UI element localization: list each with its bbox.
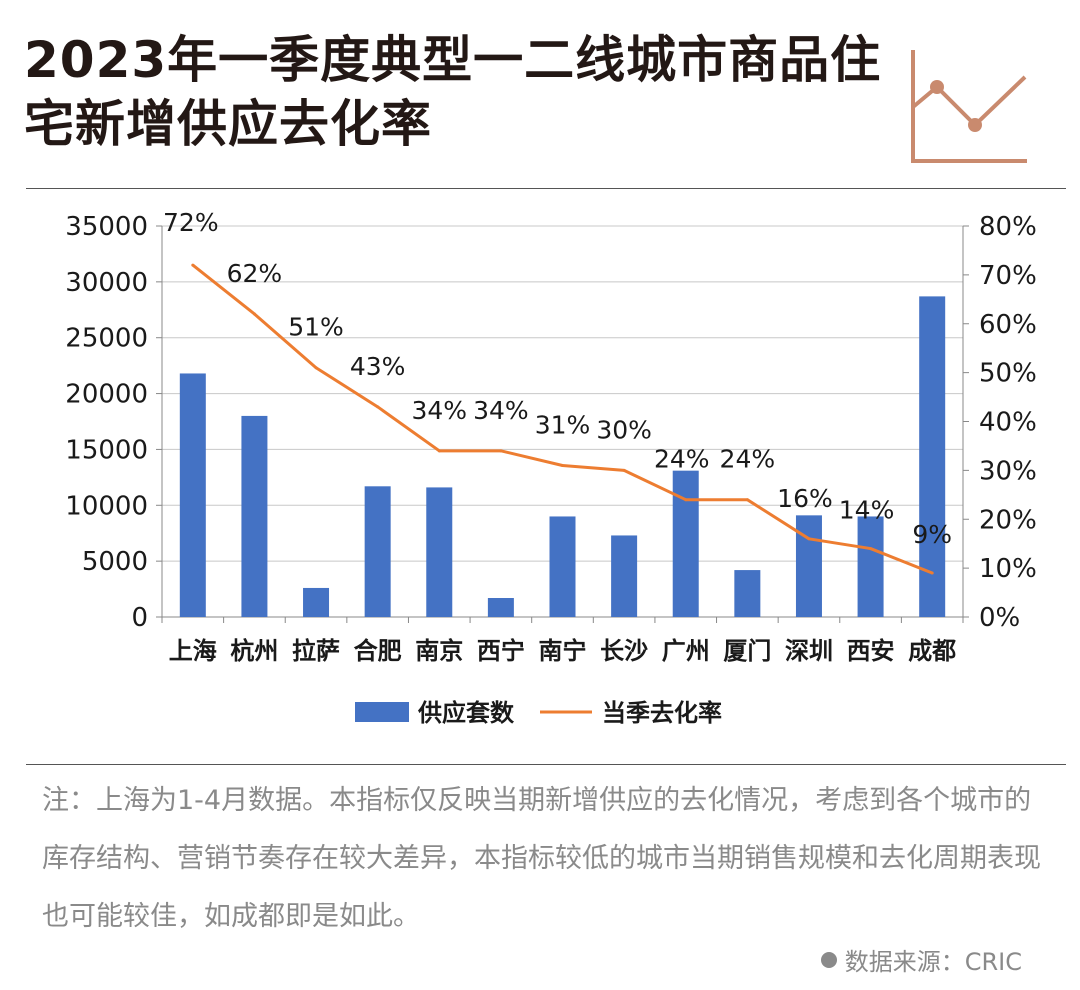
bar <box>487 598 514 617</box>
data-label: 34% <box>473 396 529 425</box>
y-left-tick-label: 30000 <box>65 268 148 298</box>
y-left-tick-label: 20000 <box>65 380 148 410</box>
x-tick-label: 厦门 <box>723 637 771 665</box>
y-right-tick-label: 10% <box>979 554 1037 584</box>
bar <box>611 535 638 617</box>
y-left-tick-label: 5000 <box>82 547 148 577</box>
y-right-tick-label: 30% <box>979 456 1037 486</box>
data-label: 30% <box>596 415 652 444</box>
line-point <box>930 571 934 575</box>
line-point <box>561 463 564 467</box>
line-point <box>622 468 626 472</box>
line-point <box>869 547 873 551</box>
line-point <box>376 405 380 409</box>
data-label: 43% <box>350 352 406 381</box>
y-right-tick-label: 20% <box>979 505 1037 535</box>
line-point <box>252 312 256 316</box>
line-point <box>807 537 811 541</box>
data-label: 9% <box>912 520 952 549</box>
bar <box>303 587 330 617</box>
legend-bar-swatch <box>355 702 409 722</box>
bar <box>672 470 699 617</box>
x-tick-label: 上海 <box>169 637 217 665</box>
source-line: 数据来源：CRIC <box>820 942 1022 977</box>
y-right-tick-label: 70% <box>979 261 1037 291</box>
y-left-tick-label: 15000 <box>65 435 148 465</box>
data-label: 14% <box>839 496 895 525</box>
y-right-tick-label: 80% <box>979 212 1037 242</box>
bar <box>734 570 761 617</box>
x-tick-label: 成都 <box>908 637 956 665</box>
footnote: 注：上海为1-4月数据。本指标仅反映当期新增供应的去化情况，考虑到各个城市的库存… <box>42 785 1041 932</box>
line-point <box>437 449 441 453</box>
legend-bar-label: 供应套数 <box>417 699 515 727</box>
data-label: 24% <box>720 445 776 474</box>
y-left-tick-label: 35000 <box>65 212 148 242</box>
bar <box>426 487 453 617</box>
line-chart-icon <box>911 50 1027 163</box>
line-point <box>314 366 318 370</box>
bar <box>179 373 206 617</box>
data-label: 72% <box>163 208 219 237</box>
line-point <box>745 498 749 502</box>
y-right-tick-label: 50% <box>979 359 1037 389</box>
x-tick-label: 拉萨 <box>292 637 340 665</box>
bar <box>241 415 268 617</box>
x-tick-label: 深圳 <box>785 637 833 665</box>
y-left-tick-label: 10000 <box>65 491 148 521</box>
data-label: 16% <box>777 484 833 513</box>
x-tick-label: 南宁 <box>539 637 587 665</box>
x-tick-label: 西宁 <box>477 637 525 665</box>
legend-line-label: 当季去化率 <box>602 699 722 727</box>
y-right-tick-label: 40% <box>979 408 1037 438</box>
bar <box>857 516 884 617</box>
bar <box>795 515 822 617</box>
bar <box>364 486 391 617</box>
x-tick-label: 杭州 <box>230 637 278 665</box>
data-label: 62% <box>227 259 283 288</box>
page-title: 2023年一季度典型一二线城市商品住宅新增供应去化率 <box>24 31 882 153</box>
x-tick-label: 长沙 <box>600 637 648 665</box>
data-label: 24% <box>654 445 710 474</box>
x-tick-label: 广州 <box>662 637 710 665</box>
bottom-divider <box>26 764 1066 765</box>
y-left-tick-label: 25000 <box>65 324 148 354</box>
y-right-tick-label: 0% <box>979 603 1020 633</box>
line-point <box>191 263 195 267</box>
y-right-tick-label: 60% <box>979 310 1037 340</box>
line-point <box>499 449 503 453</box>
bar <box>919 296 946 617</box>
data-label: 31% <box>535 410 591 439</box>
x-tick-label: 南京 <box>415 637 463 665</box>
x-tick-label: 西安 <box>847 637 895 665</box>
data-label: 34% <box>411 396 467 425</box>
bullet-icon <box>820 951 837 968</box>
y-left-tick-label: 0 <box>131 603 148 633</box>
line-point <box>684 498 688 502</box>
data-label: 51% <box>288 313 344 342</box>
x-tick-label: 合肥 <box>354 637 402 665</box>
supply-absorption-chart: 0 5000 10000 15000 20000 25000 30000 35000 0% 10%… <box>65 208 1037 727</box>
top-divider <box>26 188 1066 189</box>
source-text: 数据来源：CRIC <box>844 948 1022 976</box>
bar <box>549 516 576 617</box>
